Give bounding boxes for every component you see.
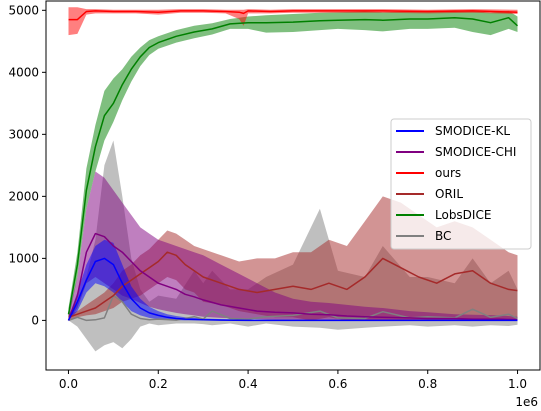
legend-label-lobsdice: LobsDICE (435, 208, 491, 222)
y-tick-label: 1000 (8, 251, 39, 265)
band-ours (68, 7, 518, 36)
x-tick-label: 1.0 (508, 377, 527, 391)
plot-frame (45, 0, 541, 371)
legend: SMODICE-KL SMODICE-CHI ours ORIL LobsDICE BC (390, 118, 532, 250)
axes: 0.0 0.2 0.4 0.6 0.8 1.0 0 1000 2000 3000 4000 5000 (8, 0, 541, 391)
y-tick-label: 5000 (8, 3, 39, 17)
legend-label-bc: BC (435, 229, 451, 243)
legend-label-oril: ORIL (435, 187, 463, 201)
line-oril (68, 251, 518, 319)
band-smodice-kl (68, 239, 518, 321)
legend-label-smodice-chi: SMODICE-CHI (435, 145, 516, 159)
y-tick-label: 4000 (8, 65, 39, 79)
x-tick-label: 0.8 (418, 377, 437, 391)
line-smodice-kl (67, 257, 518, 322)
line-smodice-chi (67, 232, 518, 321)
legend-box (390, 118, 532, 250)
legend-label-ours: ours (435, 166, 461, 180)
line-lobsdice (67, 16, 519, 315)
line-ours (68, 10, 518, 21)
x-axis-offset-label: 1e6 (515, 395, 538, 409)
y-tick-label: 2000 (8, 189, 39, 203)
x-tick-label: 0.4 (239, 377, 258, 391)
x-tick-label: 0.0 (59, 377, 78, 391)
x-tick-label: 0.2 (149, 377, 168, 391)
y-tick-label: 3000 (8, 127, 39, 141)
series-lines (67, 10, 519, 322)
legend-label-smodice-kl: SMODICE-KL (435, 124, 510, 138)
x-tick-label: 0.6 (328, 377, 347, 391)
band-smodice-chi (68, 171, 518, 321)
y-tick-label: 0 (31, 313, 39, 327)
line-bc (68, 294, 518, 322)
